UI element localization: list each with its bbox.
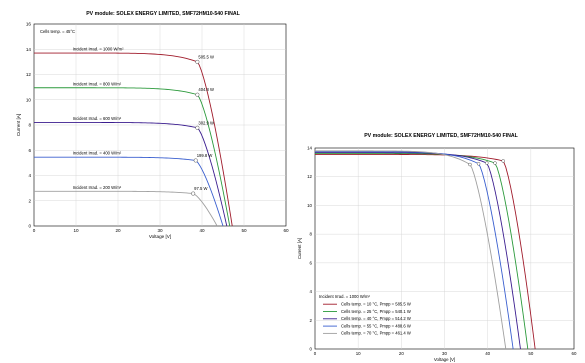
y-tick-label: 16 <box>26 22 32 27</box>
y-tick-label: 14 <box>307 146 312 151</box>
y-tick-label: 14 <box>26 47 32 52</box>
mpp-marker <box>195 125 200 130</box>
mpp-marker <box>485 161 489 165</box>
x-axis-label: Voltage [V] <box>434 357 455 362</box>
mpp-marker <box>476 162 481 166</box>
series-label: Incident Irrad. = 200 W/m² <box>73 185 122 190</box>
mpp-marker <box>493 161 497 165</box>
x-tick-label: 0 <box>314 351 317 356</box>
chart-title: PV module: SOLEX ENERGY LIMITED, SMF72HM… <box>364 133 518 139</box>
x-tick-label: 60 <box>283 228 289 233</box>
y-axis-label: Current [A] <box>297 238 302 259</box>
legend-title: Incident Irrad. = 1000 W/m² <box>319 294 370 299</box>
legend-entry: Cells temp. = 10 °C, Pmpp = 585.5 W <box>341 302 411 307</box>
y-tick-label: 10 <box>307 203 312 208</box>
mpp-marker <box>195 92 200 97</box>
x-tick-label: 50 <box>528 351 533 356</box>
chart-note: Cells temp. = 45°C <box>40 29 75 34</box>
series-label: Incident Irrad. = 800 W/m² <box>73 81 122 86</box>
series-label: Incident Irrad. = 600 W/m² <box>73 116 122 121</box>
x-tick-label: 10 <box>73 228 79 233</box>
x-tick-label: 30 <box>442 351 447 356</box>
x-tick-label: 30 <box>157 228 163 233</box>
series-line <box>315 153 529 350</box>
series-line <box>315 151 514 350</box>
mpp-label: 97.5 W <box>194 186 207 191</box>
x-tick-label: 0 <box>33 228 36 233</box>
y-axis-label: Current [A] <box>16 114 21 136</box>
series-line <box>34 122 228 227</box>
mpp-marker <box>501 159 505 163</box>
series-label: Incident Irrad. = 1000 W/m² <box>73 47 124 52</box>
mpp-label: 199.8 W <box>197 153 213 158</box>
x-tick-label: 10 <box>356 351 361 356</box>
x-tick-label: 50 <box>241 228 247 233</box>
y-tick-label: 8 <box>310 232 313 237</box>
mpp-label: 404.8 W <box>198 87 214 92</box>
y-tick-label: 0 <box>310 347 313 352</box>
y-tick-label: 6 <box>310 260 313 265</box>
y-tick-label: 12 <box>26 72 32 77</box>
series-line <box>315 150 507 350</box>
x-tick-label: 20 <box>115 228 121 233</box>
legend-entry: Cells temp. = 70 °C, Pmpp = 461.4 W <box>341 331 411 336</box>
y-tick-label: 8 <box>28 123 31 128</box>
mpp-marker <box>191 191 196 196</box>
legend-entry: Cells temp. = 25 °C, Pmpp = 540.1 W <box>341 309 411 314</box>
series-label: Incident Irrad. = 400 W/m² <box>73 151 122 156</box>
series-line <box>34 190 218 227</box>
x-tick-label: 40 <box>199 228 205 233</box>
mpp-marker <box>468 162 472 167</box>
legend-entry: Cells temp. = 55 °C, Pmpp = 488.6 W <box>341 323 411 328</box>
legend-entry: Cells temp. = 40 °C, Pmpp = 514.2 W <box>341 316 411 321</box>
chart-1: PV module: SOLEX ENERGY LIMITED, SMF72HM… <box>16 11 289 239</box>
x-axis-label: Voltage [V] <box>149 234 171 239</box>
mpp-label: 505.5 W <box>198 54 214 59</box>
y-tick-label: 6 <box>28 148 31 153</box>
chart-title: PV module: SOLEX ENERGY LIMITED, SMF72HM… <box>86 11 240 17</box>
mpp-label: 302.9 W <box>198 120 214 125</box>
series-line <box>34 52 233 227</box>
y-tick-label: 2 <box>310 318 313 323</box>
y-tick-label: 4 <box>28 173 31 178</box>
x-tick-label: 20 <box>399 351 404 356</box>
series-line <box>315 154 536 350</box>
chart-2: PV module: SOLEX ENERGY LIMITED, SMF72HM… <box>297 133 577 362</box>
y-tick-label: 10 <box>26 97 32 102</box>
y-tick-label: 4 <box>310 289 313 294</box>
x-tick-label: 60 <box>572 351 577 356</box>
series-line <box>34 156 224 227</box>
y-tick-label: 0 <box>28 224 31 229</box>
mpp-marker <box>193 158 198 163</box>
mpp-marker <box>195 59 200 64</box>
y-tick-label: 12 <box>307 174 312 179</box>
y-tick-label: 2 <box>28 198 31 203</box>
x-tick-label: 40 <box>485 351 490 356</box>
